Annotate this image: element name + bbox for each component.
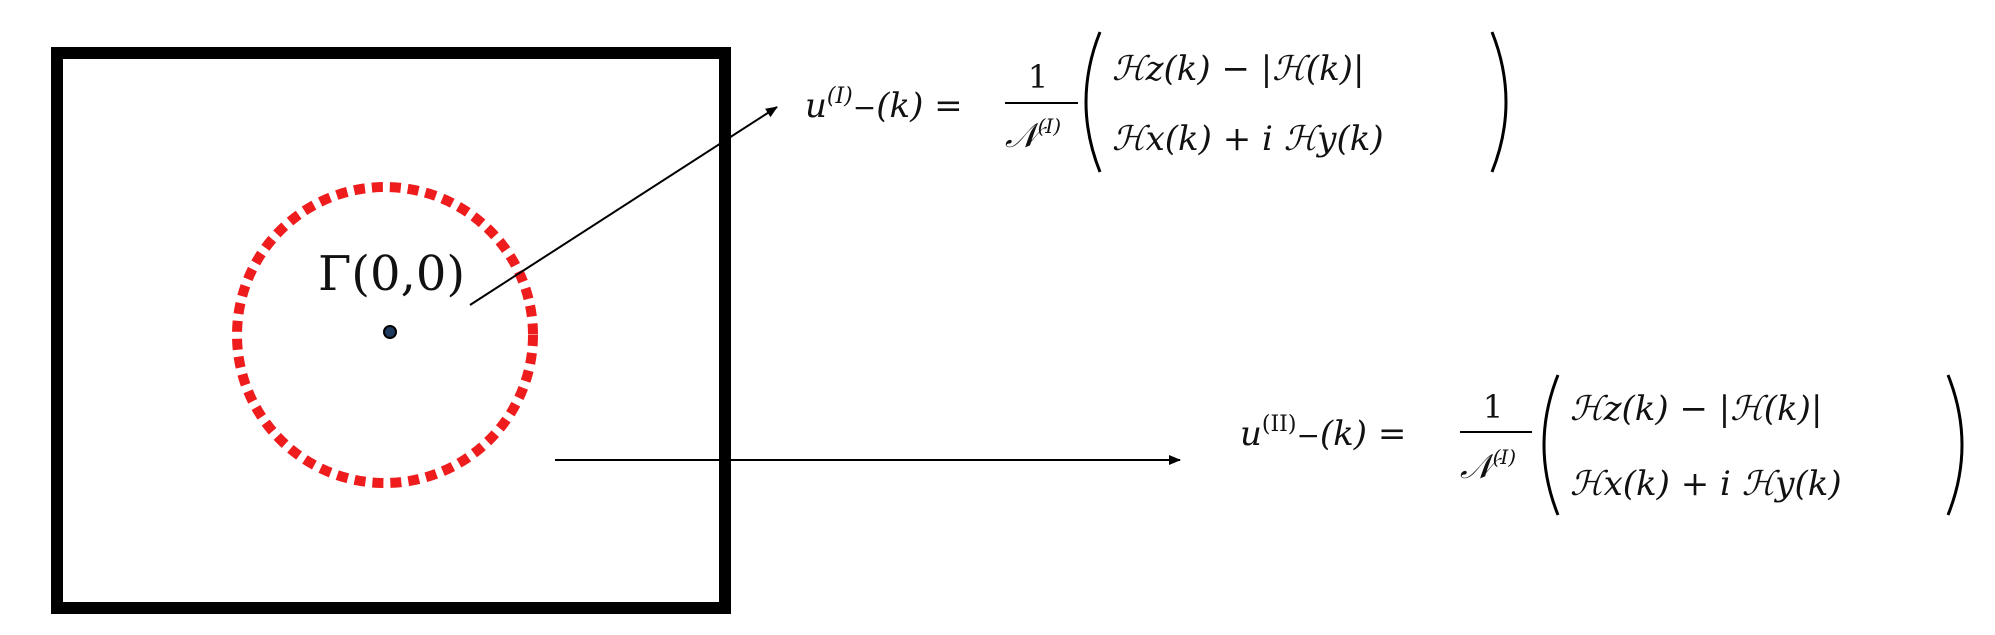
eq2-u: u [1240,414,1262,454]
eq1-row2: ℋx(k) + i ℋy(k) [1112,119,1384,159]
eq2-sub: − [1296,419,1319,452]
arrow-to-eq1 [469,106,778,306]
svg-text:u(I)−(k) =: u(I)−(k) = [805,84,963,126]
eq2-numerator: 1 [1483,388,1503,426]
dashed-circle-region [232,182,538,488]
eq1-u: u [805,86,827,126]
eq2-row2: ℋx(k) + i ℋy(k) [1570,464,1842,504]
eq1-numerator: 1 [1028,58,1048,96]
svg-text:𝒩(I): 𝒩(I) [1005,114,1061,156]
eq1-right-paren [1490,31,1508,173]
eq2-sup: (II) [1262,412,1297,437]
eq1-sup: (I) [827,84,853,109]
svg-text:u(II)−(k) =: u(II)−(k) = [1240,412,1406,454]
eq1-arg: (k) = [876,86,962,126]
eq2-arg: (k) = [1320,414,1406,454]
equation-region-I: u(I)−(k) = 1 𝒩(I) ℋz(k) − |ℋ(k)| ℋx(k) +… [805,31,1508,173]
gamma-point-dot [383,325,397,339]
brillouin-zone-square [51,47,731,614]
eq2-den-sup: (I) [1493,445,1517,469]
svg-text:𝒩(I): 𝒩(I) [1460,445,1516,487]
equation-region-II: u(II)−(k) = 1 𝒩(I) ℋz(k) − |ℋ(k)| ℋx(k) … [1240,374,1964,516]
gamma-point-label: Γ(0,0) [318,246,465,302]
eq1-sub: − [853,91,876,124]
eq2-left-paren [1542,374,1560,516]
eq1-den-sup: (I) [1038,114,1062,138]
eq1-row1: ℋz(k) − |ℋ(k)| [1112,49,1364,89]
eq2-right-paren [1946,374,1964,516]
eq1-left-paren [1084,31,1102,173]
eq2-row1: ℋz(k) − |ℋ(k)| [1570,389,1822,429]
